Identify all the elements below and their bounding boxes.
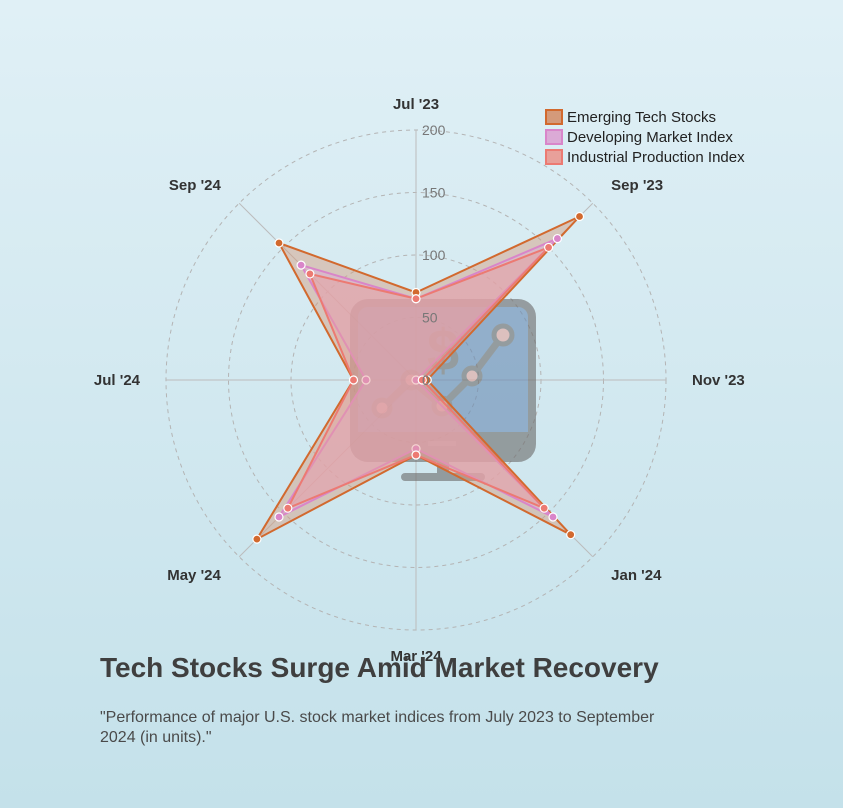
data-point (274, 512, 284, 522)
category-label: Jul '23 (393, 96, 439, 113)
data-point (361, 375, 371, 385)
chart-title: Tech Stocks Surge Amid Market Recovery (100, 652, 659, 683)
stock-monitor-icon: $ (350, 299, 536, 481)
legend-swatch (545, 149, 563, 165)
category-label: Jul '24 (94, 372, 141, 389)
data-point (296, 260, 306, 270)
data-point (539, 503, 549, 513)
radar-series (252, 211, 585, 544)
category-label: Nov '23 (692, 372, 745, 389)
category-label: Jan '24 (611, 567, 662, 584)
data-point (574, 211, 585, 222)
category-label: May '24 (167, 567, 221, 584)
legend-swatch (545, 129, 563, 145)
data-point (552, 233, 563, 244)
data-point (411, 450, 421, 460)
radial-tick-label: 50 (422, 310, 438, 326)
legend-swatch (545, 109, 563, 125)
radial-tick-label: 100 (422, 247, 446, 263)
category-label: Sep '23 (611, 177, 663, 194)
legend-label: Developing Market Index (567, 129, 733, 146)
data-point (566, 530, 576, 540)
radial-tick-label: 200 (422, 122, 446, 138)
data-point (274, 238, 284, 248)
data-point (417, 375, 427, 385)
legend-label: Industrial Production Index (567, 149, 745, 166)
category-label: Mar '24 (390, 648, 442, 665)
chart-subtitle: "Performance of major U.S. stock market … (100, 709, 655, 746)
data-point (283, 503, 293, 513)
data-point (411, 294, 421, 304)
data-point (252, 534, 262, 544)
data-point (305, 269, 315, 279)
radar-labels: 0 50 100 150 200 Jul '23 Sep '23 Nov '23 Jan '24… (94, 96, 745, 665)
data-point (348, 375, 359, 385)
legend: Emerging Tech Stocks Developing Market In… (545, 109, 745, 166)
legend-label: Emerging Tech Stocks (567, 109, 716, 126)
category-label: Sep '24 (169, 177, 222, 194)
data-point (548, 512, 558, 522)
radial-tick-label: 0 (422, 372, 430, 388)
data-point (543, 242, 554, 253)
radial-tick-label: 150 (422, 185, 446, 201)
